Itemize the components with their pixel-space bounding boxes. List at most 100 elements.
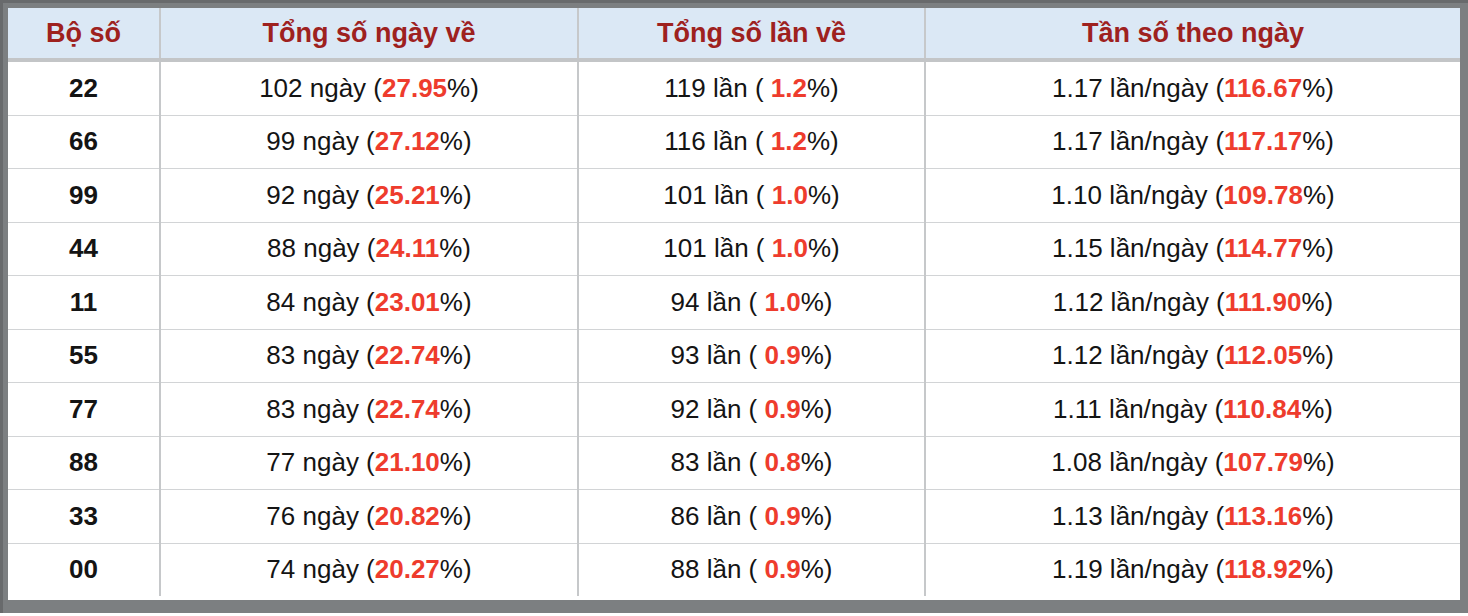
times-text: 88 lần ( (671, 554, 765, 584)
cell-total-times: 86 lần ( 0.9%) (578, 490, 925, 544)
times-text: 94 lần ( (671, 287, 765, 317)
cell-number-pair: 77 (8, 383, 160, 437)
cell-number-pair: 66 (8, 115, 160, 169)
days-suffix: %) (440, 501, 472, 531)
times-text: 92 lần ( (671, 394, 765, 424)
freq-percent: 110.84 (1223, 394, 1301, 424)
freq-text: 1.15 lần/ngày ( (1052, 233, 1224, 263)
freq-suffix: %) (1302, 501, 1334, 531)
header-row: Bộ số Tổng số ngày về Tổng số lần về Tần… (8, 8, 1460, 60)
freq-suffix: %) (1302, 554, 1334, 584)
cell-total-times: 116 lần ( 1.2%) (578, 115, 925, 169)
freq-text: 1.13 lần/ngày ( (1052, 501, 1224, 531)
freq-text: 1.10 lần/ngày ( (1051, 180, 1223, 210)
times-text: 101 lần ( (663, 180, 771, 210)
days-suffix: %) (440, 340, 472, 370)
times-text: 83 lần ( (671, 447, 765, 477)
times-percent: 1.0 (772, 233, 808, 263)
freq-percent: 109.78 (1223, 180, 1303, 210)
table-row: 11 84 ngày (23.01%) 94 lần ( 1.0%) 1.12 … (8, 276, 1460, 330)
cell-number-pair: 11 (8, 276, 160, 330)
cell-total-days: 88 ngày (24.11%) (160, 222, 578, 276)
days-percent: 25.21 (375, 180, 440, 210)
table-row: 77 83 ngày (22.74%) 92 lần ( 0.9%) 1.11 … (8, 383, 1460, 437)
days-percent: 20.82 (375, 501, 440, 531)
cell-total-days: 83 ngày (22.74%) (160, 329, 578, 383)
days-text: 92 ngày ( (266, 180, 374, 210)
table-row: 33 76 ngày (20.82%) 86 lần ( 0.9%) 1.13 … (8, 490, 1460, 544)
cell-daily-frequency: 1.10 lần/ngày (109.78%) (925, 169, 1460, 223)
days-percent: 22.74 (375, 340, 440, 370)
times-suffix: %) (801, 340, 833, 370)
freq-suffix: %) (1301, 394, 1333, 424)
table-row: 22 102 ngày (27.95%) 119 lần ( 1.2%) 1.1… (8, 60, 1460, 115)
lottery-stats-table: Bộ số Tổng số ngày về Tổng số lần về Tần… (8, 8, 1460, 596)
days-suffix: %) (447, 73, 479, 103)
times-percent: 0.9 (765, 394, 801, 424)
freq-text: 1.08 lần/ngày ( (1051, 447, 1223, 477)
table-row: 55 83 ngày (22.74%) 93 lần ( 0.9%) 1.12 … (8, 329, 1460, 383)
times-percent: 1.0 (765, 287, 801, 317)
cell-daily-frequency: 1.15 lần/ngày (114.77%) (925, 222, 1460, 276)
freq-percent: 116.67 (1224, 73, 1302, 103)
times-suffix: %) (801, 554, 833, 584)
column-header-number-pair: Bộ số (8, 8, 160, 60)
days-suffix: %) (439, 233, 471, 263)
cell-number-pair: 33 (8, 490, 160, 544)
freq-suffix: %) (1302, 340, 1334, 370)
days-percent: 27.12 (375, 126, 440, 156)
times-percent: 1.2 (771, 73, 807, 103)
cell-total-days: 83 ngày (22.74%) (160, 383, 578, 437)
days-percent: 21.10 (375, 447, 440, 477)
table-viewport[interactable]: Bộ số Tổng số ngày về Tổng số lần về Tần… (8, 8, 1460, 600)
scroll-frame: Bộ số Tổng số ngày về Tổng số lần về Tần… (0, 0, 1468, 613)
days-suffix: %) (440, 554, 472, 584)
days-text: 83 ngày ( (266, 394, 374, 424)
cell-daily-frequency: 1.11 lần/ngày (110.84%) (925, 383, 1460, 437)
table-row: 88 77 ngày (21.10%) 83 lần ( 0.8%) 1.08 … (8, 436, 1460, 490)
times-percent: 0.9 (765, 340, 801, 370)
days-text: 83 ngày ( (266, 340, 374, 370)
freq-percent: 114.77 (1224, 233, 1302, 263)
times-percent: 0.9 (765, 554, 801, 584)
freq-text: 1.12 lần/ngày ( (1052, 340, 1224, 370)
times-suffix: %) (801, 501, 833, 531)
days-text: 88 ngày ( (267, 233, 375, 263)
cell-total-times: 101 lần ( 1.0%) (578, 169, 925, 223)
freq-text: 1.19 lần/ngày ( (1052, 554, 1224, 584)
times-text: 119 lần ( (664, 73, 770, 103)
freq-suffix: %) (1303, 180, 1335, 210)
cell-total-times: 93 lần ( 0.9%) (578, 329, 925, 383)
cell-number-pair: 55 (8, 329, 160, 383)
times-suffix: %) (808, 180, 840, 210)
cell-total-days: 99 ngày (27.12%) (160, 115, 578, 169)
cell-total-times: 83 lần ( 0.8%) (578, 436, 925, 490)
freq-suffix: %) (1303, 447, 1335, 477)
times-suffix: %) (801, 447, 833, 477)
cell-total-times: 88 lần ( 0.9%) (578, 543, 925, 596)
freq-percent: 112.05 (1224, 340, 1302, 370)
freq-percent: 118.92 (1224, 554, 1302, 584)
times-suffix: %) (807, 73, 839, 103)
cell-daily-frequency: 1.12 lần/ngày (112.05%) (925, 329, 1460, 383)
days-text: 76 ngày ( (266, 501, 374, 531)
days-suffix: %) (440, 394, 472, 424)
cell-total-days: 74 ngày (20.27%) (160, 543, 578, 596)
cell-total-times: 119 lần ( 1.2%) (578, 60, 925, 115)
days-suffix: %) (440, 447, 472, 477)
days-percent: 23.01 (375, 287, 440, 317)
cell-total-days: 102 ngày (27.95%) (160, 60, 578, 115)
days-text: 102 ngày ( (259, 73, 382, 103)
times-text: 93 lần ( (671, 340, 765, 370)
cell-daily-frequency: 1.19 lần/ngày (118.92%) (925, 543, 1460, 596)
days-percent: 20.27 (375, 554, 440, 584)
cell-number-pair: 44 (8, 222, 160, 276)
cell-number-pair: 88 (8, 436, 160, 490)
days-percent: 24.11 (375, 233, 439, 263)
freq-percent: 113.16 (1224, 501, 1302, 531)
days-percent: 27.95 (382, 73, 447, 103)
days-suffix: %) (440, 287, 472, 317)
cell-daily-frequency: 1.17 lần/ngày (117.17%) (925, 115, 1460, 169)
freq-suffix: %) (1302, 233, 1334, 263)
days-text: 77 ngày ( (266, 447, 374, 477)
